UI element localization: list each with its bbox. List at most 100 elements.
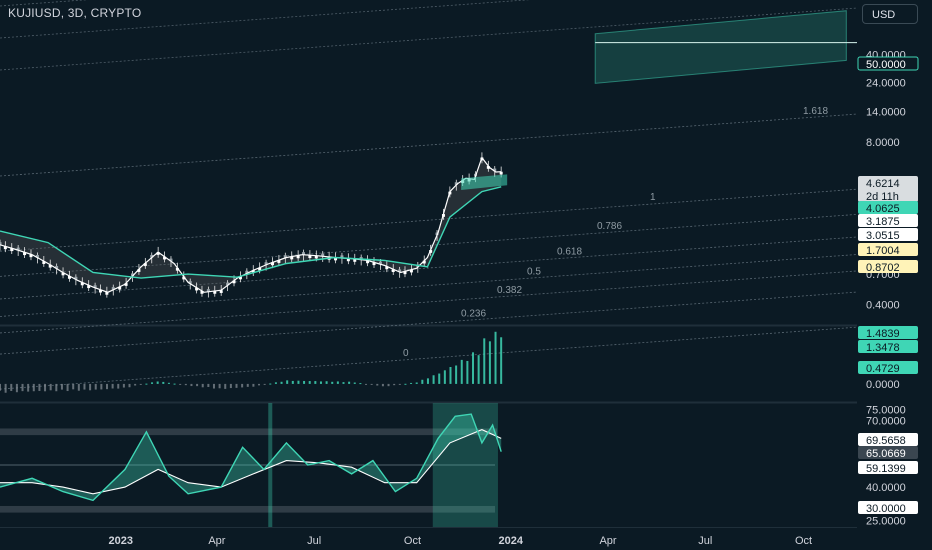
histogram-bar (286, 380, 289, 384)
candle-body (67, 276, 71, 279)
price-badge-label: 1.3478 (866, 342, 900, 354)
price-pane[interactable]: 0 0.236 0.382 0.5 0.618 0.786 1 1.618 (0, 0, 932, 390)
candle-body (80, 282, 84, 286)
histogram-pane[interactable] (0, 331, 932, 404)
histogram-bar (387, 383, 390, 387)
candle-body (321, 253, 325, 257)
price-axis: 80.000040.000024.000014.00008.00000.7000… (857, 12, 932, 550)
histogram-bar (4, 383, 7, 393)
candle-body (111, 287, 115, 290)
candle-body (499, 171, 503, 175)
candle-body (163, 256, 167, 260)
candle-body (340, 255, 344, 259)
candle-body (23, 252, 27, 256)
fib-label: 1 (650, 192, 656, 203)
histogram-bar (404, 383, 407, 385)
histogram-bar (319, 381, 322, 384)
histogram-bar (77, 383, 80, 391)
histogram-bar (190, 383, 193, 387)
time-axis: 2023 Apr Jul Oct 2024 Apr Jul Oct (109, 535, 813, 547)
candle-body (87, 285, 91, 289)
price-badge-label: 65.0669 (866, 448, 906, 460)
histogram-bar (488, 341, 491, 384)
candle-body (143, 263, 147, 266)
histogram-bar (336, 381, 339, 384)
histogram-bar (483, 338, 486, 384)
histogram-bar (269, 383, 272, 385)
histogram-bar (443, 370, 446, 384)
histogram-bar (241, 383, 244, 388)
time-label-2024: 2024 (499, 535, 524, 547)
histogram-bar (229, 383, 232, 389)
candle-body (372, 262, 376, 266)
histogram-bar (173, 383, 176, 385)
currency-button[interactable]: USD (862, 4, 918, 24)
candle-body (486, 166, 490, 169)
histogram-bar (393, 383, 396, 386)
ichimoku-cloud (0, 160, 502, 293)
candle-body (182, 276, 186, 280)
candle-body (226, 282, 230, 286)
candle-body (290, 256, 294, 260)
target-zone (594, 10, 847, 84)
histogram-bar (134, 383, 137, 386)
channel-line (0, 0, 531, 39)
candle-body (195, 287, 199, 291)
histogram-bar (111, 383, 114, 389)
hist-label: 0.0000 (866, 379, 900, 391)
candle-body (42, 261, 46, 264)
candle-body (403, 271, 407, 275)
candle-body (251, 270, 255, 274)
histogram-bar (455, 365, 458, 384)
price-badge (858, 326, 918, 339)
signal-marker (268, 403, 273, 527)
fib-line (0, 291, 858, 355)
fib-label: 0 (403, 348, 409, 359)
histogram-bar (207, 383, 210, 387)
price-line (0, 156, 502, 293)
histogram-bar (325, 381, 328, 384)
fib-label: 0.618 (557, 247, 582, 258)
fib-label: 0.5 (527, 266, 541, 277)
histogram-bar (376, 383, 379, 386)
histogram-bar (224, 383, 227, 389)
histogram-bar (105, 383, 108, 390)
histogram-bar (83, 383, 86, 390)
candle-body (301, 252, 305, 255)
price-label: 24.0000 (866, 77, 906, 89)
fib-label: 0.786 (597, 221, 622, 232)
histogram-bar (10, 383, 13, 391)
histogram-bar (21, 383, 24, 392)
histogram-bar (426, 378, 429, 384)
histogram-bar (212, 383, 215, 389)
candle-body (283, 255, 287, 258)
candle-body (74, 276, 78, 280)
histogram-bar (60, 383, 63, 390)
histogram-bar (359, 383, 362, 385)
candle-body (0, 242, 2, 245)
rsi-label: 70.0000 (866, 416, 906, 428)
price-label: 0.4000 (866, 299, 900, 311)
price-badge-label: 59.1399 (866, 463, 906, 475)
fib-line (0, 188, 858, 252)
histogram-bar (398, 383, 401, 385)
price-badge-label: 4.6214 (866, 178, 900, 190)
histogram-bar (460, 359, 463, 384)
candle-body (308, 255, 312, 259)
price-badge (858, 340, 918, 353)
signal-zone (432, 403, 498, 527)
histogram-bar (246, 383, 249, 387)
histogram-bar (280, 381, 283, 384)
histogram-bar (218, 383, 221, 389)
candle-body (232, 280, 236, 284)
histogram-bar (32, 383, 35, 392)
rsi-pane[interactable] (0, 403, 932, 528)
histogram-bar (201, 383, 204, 388)
price-label: 14.0000 (866, 107, 906, 119)
histogram-bar (348, 381, 351, 384)
histogram-bar (415, 382, 418, 384)
candle-body (454, 182, 458, 185)
price-badge (858, 260, 918, 273)
fib-line (0, 236, 858, 300)
